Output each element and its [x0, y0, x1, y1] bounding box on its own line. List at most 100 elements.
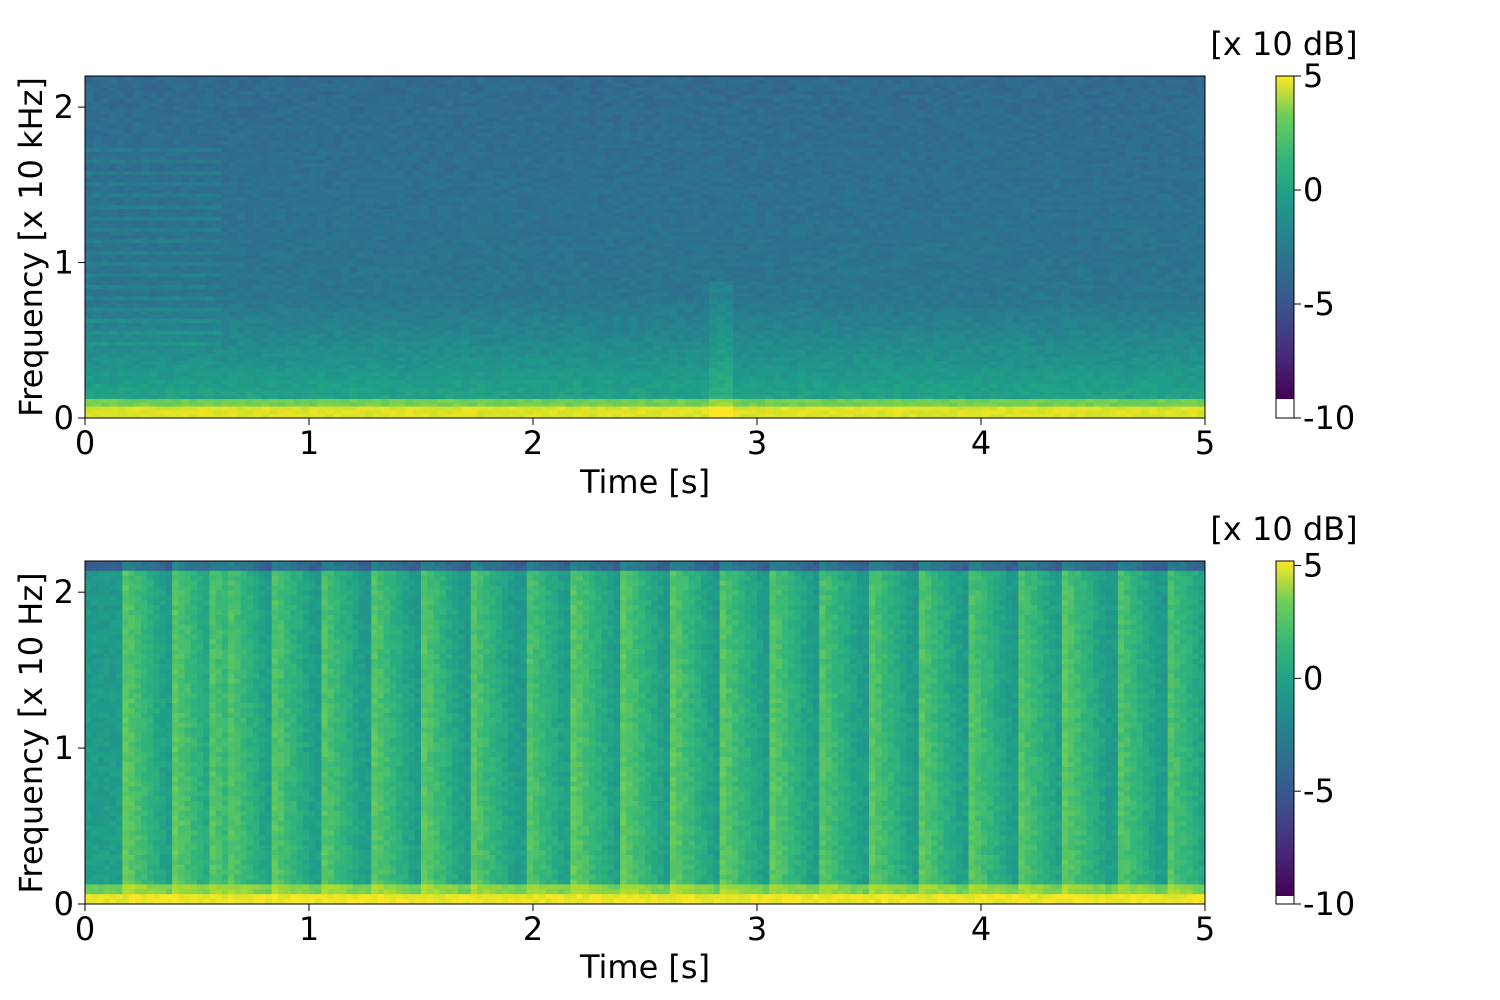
heatmap-cell	[837, 205, 846, 210]
heatmap-cell	[1157, 87, 1166, 92]
heatmap-cell	[373, 106, 382, 111]
heatmap-cell	[357, 197, 366, 202]
heatmap-cell	[205, 121, 214, 126]
heatmap-cell	[821, 159, 830, 164]
heatmap-cell	[581, 98, 590, 103]
heatmap-cell	[701, 83, 710, 88]
heatmap-cell	[165, 205, 174, 210]
heatmap-cell	[293, 129, 302, 134]
heatmap-cell	[1125, 190, 1134, 195]
heatmap-cell	[1101, 91, 1110, 96]
heatmap-cell	[1189, 174, 1198, 179]
heatmap-cell	[413, 197, 422, 202]
heatmap-cell	[885, 171, 894, 176]
heatmap-cell	[173, 163, 182, 168]
heatmap-cell	[917, 114, 926, 119]
heatmap-cell	[893, 133, 902, 138]
heatmap-cell	[1133, 155, 1142, 160]
heatmap-cell	[149, 76, 158, 81]
heatmap-cell	[165, 98, 174, 103]
heatmap-cell	[949, 114, 958, 119]
heatmap-cell	[421, 98, 430, 103]
heatmap-cell	[269, 102, 278, 107]
heatmap-cell	[205, 178, 214, 183]
heatmap-cell	[725, 205, 734, 210]
heatmap-cell	[725, 129, 734, 134]
heatmap-cell	[957, 95, 966, 100]
heatmap-cell	[1037, 79, 1046, 84]
heatmap-cell	[709, 155, 718, 160]
heatmap-cell	[853, 110, 862, 115]
heatmap-cell	[453, 197, 462, 202]
heatmap-cell	[581, 95, 590, 100]
heatmap-cell	[909, 190, 918, 195]
heatmap-cell	[877, 201, 886, 206]
heatmap-cell	[557, 129, 566, 134]
heatmap-cell	[949, 106, 958, 111]
heatmap-cell	[237, 114, 246, 119]
heatmap-cell	[317, 186, 326, 191]
heatmap-cell	[565, 76, 574, 81]
heatmap-cell	[533, 205, 542, 210]
heatmap-cell	[85, 174, 94, 179]
heatmap-cell	[357, 167, 366, 172]
heatmap-cell	[661, 121, 670, 126]
heatmap-cell	[1005, 129, 1014, 134]
heatmap-cell	[661, 129, 670, 134]
heatmap-cell	[693, 209, 702, 214]
heatmap-cell	[669, 171, 678, 176]
heatmap-cell	[189, 91, 198, 96]
heatmap-cell	[557, 197, 566, 202]
heatmap-cell	[821, 197, 830, 202]
heatmap-cell	[781, 182, 790, 187]
heatmap-cell	[757, 133, 766, 138]
heatmap-cell	[325, 79, 334, 84]
heatmap-cell	[309, 182, 318, 187]
heatmap-cell	[1053, 174, 1062, 179]
heatmap-cell	[685, 152, 694, 157]
heatmap-cell	[1197, 148, 1206, 153]
heatmap-cell	[1101, 98, 1110, 103]
heatmap-cell	[741, 129, 750, 134]
heatmap-cell	[285, 79, 294, 84]
heatmap-cell	[1197, 182, 1206, 187]
heatmap-cell	[741, 102, 750, 107]
heatmap-cell	[781, 129, 790, 134]
heatmap-cell	[821, 129, 830, 134]
heatmap-cell	[1189, 163, 1198, 168]
heatmap-cell	[397, 186, 406, 191]
heatmap-cell	[165, 163, 174, 168]
heatmap-cell	[501, 76, 510, 81]
heatmap-cell	[573, 79, 582, 84]
heatmap-cell	[173, 186, 182, 191]
heatmap-cell	[1085, 171, 1094, 176]
heatmap-cell	[805, 144, 814, 149]
heatmap-cell	[781, 163, 790, 168]
heatmap-cell	[501, 98, 510, 103]
heatmap-cell	[605, 110, 614, 115]
heatmap-cell	[445, 87, 454, 92]
heatmap-cell	[541, 76, 550, 81]
heatmap-cell	[1173, 167, 1182, 172]
heatmap-cell	[501, 114, 510, 119]
heatmap-cell	[677, 174, 686, 179]
heatmap-cell	[93, 186, 102, 191]
heatmap-cell	[533, 167, 542, 172]
heatmap-cell	[1021, 110, 1030, 115]
heatmap-cell	[205, 76, 214, 81]
heatmap-cell	[381, 178, 390, 183]
heatmap-cell	[101, 133, 110, 138]
heatmap-cell	[517, 83, 526, 88]
heatmap-cell	[525, 136, 534, 141]
heatmap-cell	[149, 171, 158, 176]
heatmap-cell	[693, 159, 702, 164]
heatmap-cell	[245, 136, 254, 141]
heatmap-cell	[1109, 121, 1118, 126]
heatmap-cell	[781, 209, 790, 214]
heatmap-cell	[229, 117, 238, 122]
heatmap-cell	[301, 152, 310, 157]
heatmap-cell	[229, 76, 238, 81]
heatmap-cell	[1197, 144, 1206, 149]
heatmap-cell	[469, 186, 478, 191]
heatmap-cell	[965, 125, 974, 130]
